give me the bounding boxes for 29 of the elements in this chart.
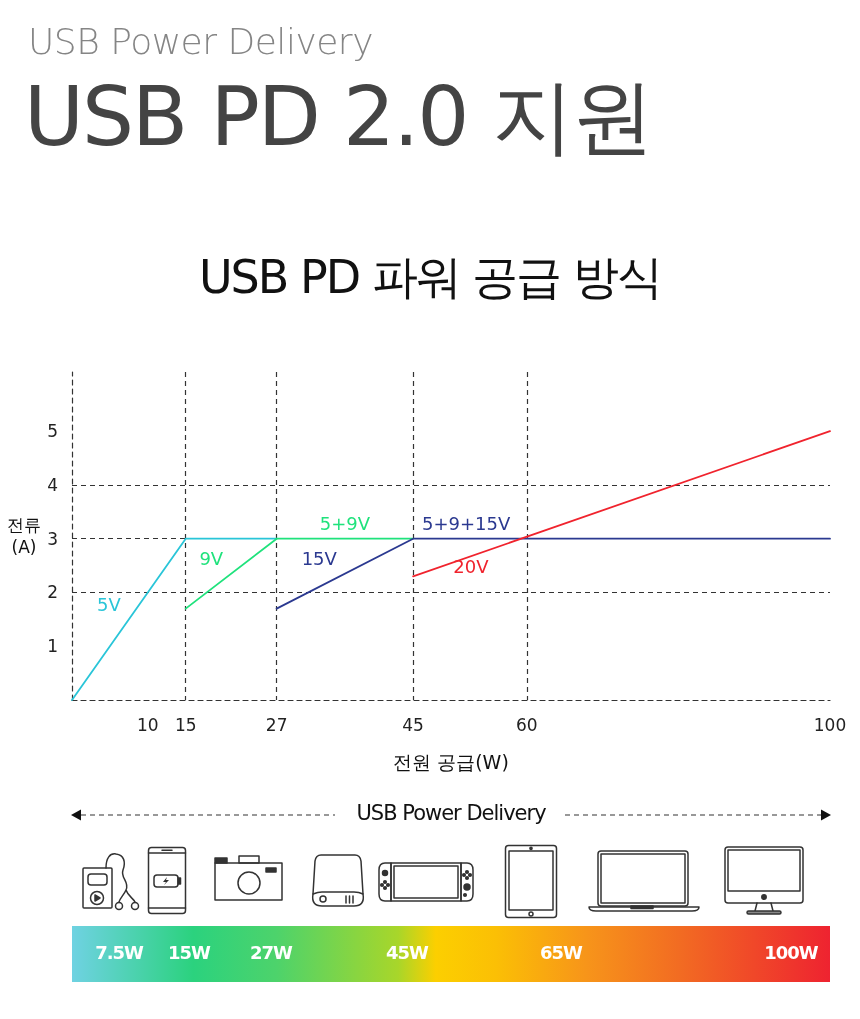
y-tick-label: 2 (47, 582, 58, 603)
text: 45W (386, 941, 428, 965)
annotation: 5+9V (319, 513, 371, 535)
x-tick-label: 60 (515, 714, 538, 735)
annotation: 5+9+15V (422, 513, 511, 535)
x-axis-title: 전원 공급(W) (393, 750, 509, 773)
x-tick-label: 45 (402, 714, 424, 735)
y-tick-label: 5 (47, 421, 58, 442)
y-axis-title: 전류 (A) (7, 515, 41, 557)
x-tick-label: 10 (136, 714, 159, 735)
series-label: 15V (301, 548, 338, 570)
x-tick-label: 15 (174, 714, 197, 735)
text: USB Power Delivery (355, 801, 547, 827)
y-tick-label: 4 (47, 474, 58, 495)
chart-title: USB PD 2.0 지원 (24, 69, 652, 164)
text: 15W (168, 941, 210, 965)
series-label: 5V (97, 593, 122, 615)
text: 27W (250, 941, 292, 965)
chart-subtitle: USB PD 파워 공급 방식 (197, 250, 663, 306)
y-tick-label: 3 (47, 528, 58, 549)
text: USB Power Delivery (28, 21, 373, 62)
x-tick-label: 27 (265, 714, 288, 735)
text: 65W (540, 941, 582, 965)
y-tick-label: 1 (47, 636, 58, 657)
text: 100W (764, 941, 818, 965)
text: 7.5W (95, 941, 143, 965)
x-tick-label: 100 (813, 714, 847, 735)
series-label: 9V (199, 548, 224, 570)
series-label: 20V (453, 555, 490, 577)
